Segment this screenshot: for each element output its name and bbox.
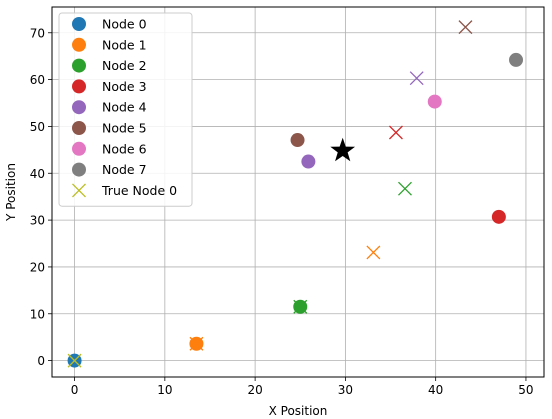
true-node-marker	[388, 125, 403, 140]
true-node-marker	[366, 245, 381, 260]
legend-circle-marker	[72, 17, 86, 31]
true-node-marker	[458, 20, 473, 35]
estimated-node-point	[427, 94, 442, 109]
estimated-node-point	[509, 52, 524, 67]
legend-label: True Node 0	[101, 183, 177, 198]
legend-label: Node 5	[102, 121, 147, 136]
x-tick-label: 50	[518, 383, 533, 397]
y-tick-label: 60	[30, 73, 45, 87]
y-tick-label: 20	[30, 260, 45, 274]
y-tick-label: 70	[30, 26, 45, 40]
y-tick-label: 0	[37, 354, 45, 368]
data-points	[67, 20, 524, 368]
y-axis-label: Y Position	[4, 163, 18, 222]
x-tick-label: 20	[247, 383, 262, 397]
x-tick-label: 30	[338, 383, 353, 397]
x-tick-label: 40	[428, 383, 443, 397]
true-node-marker	[398, 181, 412, 196]
legend-label: Node 1	[102, 37, 147, 52]
y-tick-label: 10	[30, 307, 45, 321]
x-tick-label: 0	[71, 383, 79, 397]
true-node-marker	[189, 336, 204, 351]
y-tick-label: 40	[30, 167, 45, 181]
legend: Node 0 Node 1 Node 2 Node 3 Node 4 Node 5 Node…	[58, 12, 193, 207]
legend-label: Node 7	[102, 162, 147, 177]
x-tick-label: 10	[157, 383, 172, 397]
true-node-marker	[293, 299, 308, 314]
legend-label: Node 0	[102, 17, 147, 32]
legend-label: Node 3	[102, 79, 147, 94]
y-tick-label: 30	[30, 214, 45, 228]
legend-circle-marker	[72, 100, 86, 115]
legend-circle-marker	[72, 162, 86, 177]
axis-ticks: 0 10 20 30 40 50 0 10 20 30 40 50 60 70	[30, 26, 534, 397]
legend-box	[58, 12, 193, 207]
legend-label: Node 6	[102, 141, 147, 156]
legend-circle-marker	[72, 79, 86, 94]
legend-circle-marker	[72, 58, 86, 73]
estimated-node-point	[301, 154, 316, 169]
legend-x-marker	[72, 183, 86, 198]
y-tick-label: 50	[30, 120, 45, 134]
legend-label: Node 2	[102, 58, 147, 73]
legend-circle-marker	[72, 141, 86, 156]
x-axis-label: X Position	[269, 404, 328, 418]
true-node-marker	[67, 353, 82, 368]
plot-frame	[51, 6, 545, 378]
center-star-marker	[330, 137, 356, 162]
legend-circle-marker	[72, 121, 86, 135]
estimated-node-point	[290, 133, 305, 148]
legend-label: Node 4	[102, 100, 147, 115]
estimated-node-point	[491, 209, 506, 224]
legend-circle-marker	[72, 37, 86, 52]
true-node-marker	[409, 71, 424, 86]
